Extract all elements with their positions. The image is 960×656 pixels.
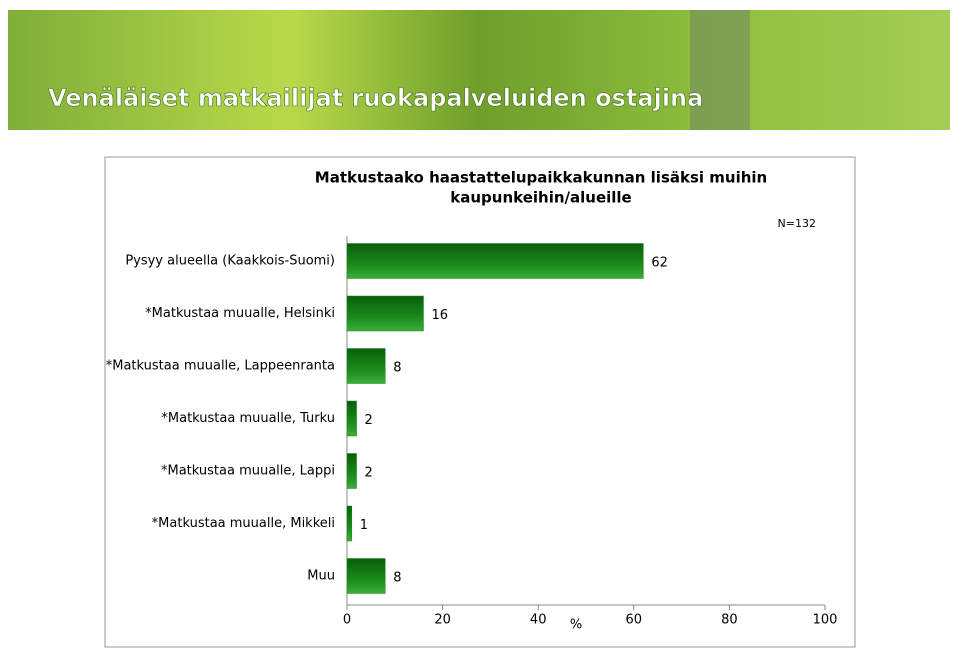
bar [346,558,386,594]
x-tick-label: 40 [530,613,547,628]
x-axis-label: % [570,618,582,633]
x-tick-label: 80 [721,613,738,628]
slide-title: Venäläiset matkailijat ruokapalveluiden … [48,84,703,112]
value-label: 1 [360,518,368,533]
category-label: Pysyy alueella (Kaakkois-Suomi) [125,254,335,269]
category-label: *Matkustaa muualle, Helsinki [145,306,335,321]
category-label: Muu [307,569,335,584]
category-label: *Matkustaa muualle, Turku [161,411,335,426]
value-label: 2 [365,413,373,428]
category-label: *Matkustaa muualle, Mikkeli [152,516,335,531]
value-label: 2 [365,466,373,481]
x-tick-label: 60 [626,613,643,628]
bar [346,243,644,279]
bar [346,505,353,542]
banner-shade [690,10,750,130]
x-tick-label: 100 [813,613,838,628]
value-label: 16 [431,308,448,323]
value-label: 8 [393,361,401,376]
bar [346,453,357,489]
bar [346,348,386,384]
chart-title: Matkustaako haastattelupaikkakunnan lisä… [315,169,767,187]
x-tick-label: 20 [434,613,451,628]
x-tick-label: 0 [343,613,351,628]
banner [8,10,950,130]
value-label: 62 [651,256,668,271]
category-label: *Matkustaa muualle, Lappeenranta [106,359,335,374]
chart-frame [104,156,856,648]
annotation: N=132 [778,217,816,230]
value-label: 8 [393,571,401,586]
category-label: *Matkustaa muualle, Lappi [161,464,335,479]
bar [346,400,357,437]
chart-title: kaupunkeihin/alueille [450,189,631,207]
bar [346,295,424,332]
